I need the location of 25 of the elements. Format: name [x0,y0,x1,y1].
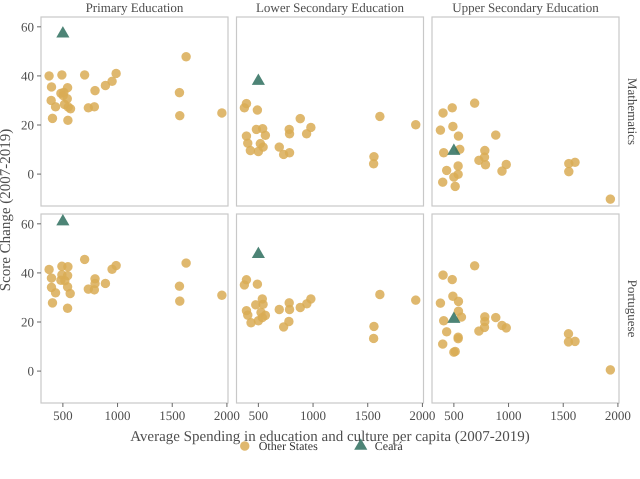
x-tick-label: 1000 [300,408,326,423]
y-tick-label: 60 [21,19,34,34]
x-tick-label: 500 [444,408,464,423]
x-tick-label: 1000 [496,408,522,423]
y-tick-label: 0 [28,364,34,379]
y2-axis-title: Mathematics [625,78,640,146]
y-tick-label: 60 [21,216,34,232]
x-tick-label: 2000 [604,408,631,423]
chart-title: Primary Education [86,0,184,15]
y-tick-label: 20 [21,118,34,133]
y-tick-label: 20 [21,314,34,330]
chart-title: Upper Secondary Education [452,0,600,15]
x-tick-label: 1500 [550,408,576,423]
x-tick-label: 1500 [354,408,381,423]
x-tick-label: 2000 [214,408,240,423]
y-tick-label: 40 [21,68,34,84]
x-tick-label: 500 [53,408,73,423]
x-tick-label: 500 [248,408,268,423]
y2-axis-title: Portuguese [625,280,640,338]
y-tick-label: 0 [28,166,34,182]
y-tick-label: 40 [21,265,34,280]
x-tick-label: 1500 [159,408,186,423]
chart-title: Lower Secondary Education [256,0,404,15]
x-tick-label: 2000 [409,408,436,423]
x-tick-label: 1000 [104,408,131,423]
